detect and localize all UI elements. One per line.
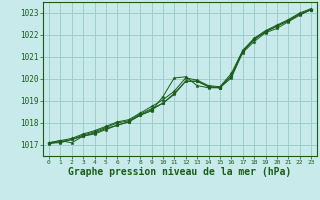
X-axis label: Graphe pression niveau de la mer (hPa): Graphe pression niveau de la mer (hPa)	[68, 167, 292, 177]
